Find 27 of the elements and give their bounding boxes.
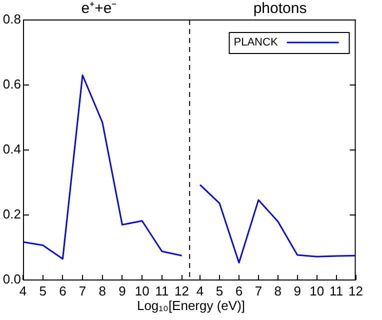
x-tick-label: 4 bbox=[19, 283, 27, 298]
x-tick-label: 9 bbox=[118, 283, 126, 298]
x-axis-title: Log₁₀[Energy (eV)] bbox=[136, 298, 246, 313]
x-tick-label: 10 bbox=[134, 283, 150, 298]
x-tick-label: 7 bbox=[78, 283, 86, 298]
chart-title: e⁺+e⁻ bbox=[81, 0, 117, 18]
y-tick-label: 0.8 bbox=[2, 12, 21, 27]
x-tick-label: 9 bbox=[294, 283, 302, 298]
x-tick-label: 12 bbox=[174, 283, 190, 298]
chart-title: photons bbox=[254, 0, 308, 18]
y-tick-label: 0.6 bbox=[2, 76, 21, 92]
y-tick-label: 0.2 bbox=[2, 206, 21, 222]
x-tick-label: 10 bbox=[310, 283, 324, 298]
x-tick-label: 12 bbox=[348, 283, 364, 298]
x-tick-label: 6 bbox=[236, 283, 243, 298]
x-tick-label: 11 bbox=[330, 283, 344, 298]
x-tick-label: 4 bbox=[196, 283, 204, 298]
x-tick-label: 11 bbox=[155, 283, 169, 298]
x-tick-label: 7 bbox=[255, 283, 262, 298]
x-tick-label: 8 bbox=[98, 283, 106, 298]
x-tick-label: 6 bbox=[59, 283, 66, 298]
x-tick-label: 8 bbox=[274, 283, 282, 298]
y-tick-label: 0.0 bbox=[2, 272, 21, 287]
y-tick-label: 0.4 bbox=[2, 142, 21, 157]
legend-label: PLANCK bbox=[234, 36, 279, 49]
x-tick-label: 5 bbox=[39, 283, 46, 298]
x-tick-label: 5 bbox=[216, 283, 224, 298]
